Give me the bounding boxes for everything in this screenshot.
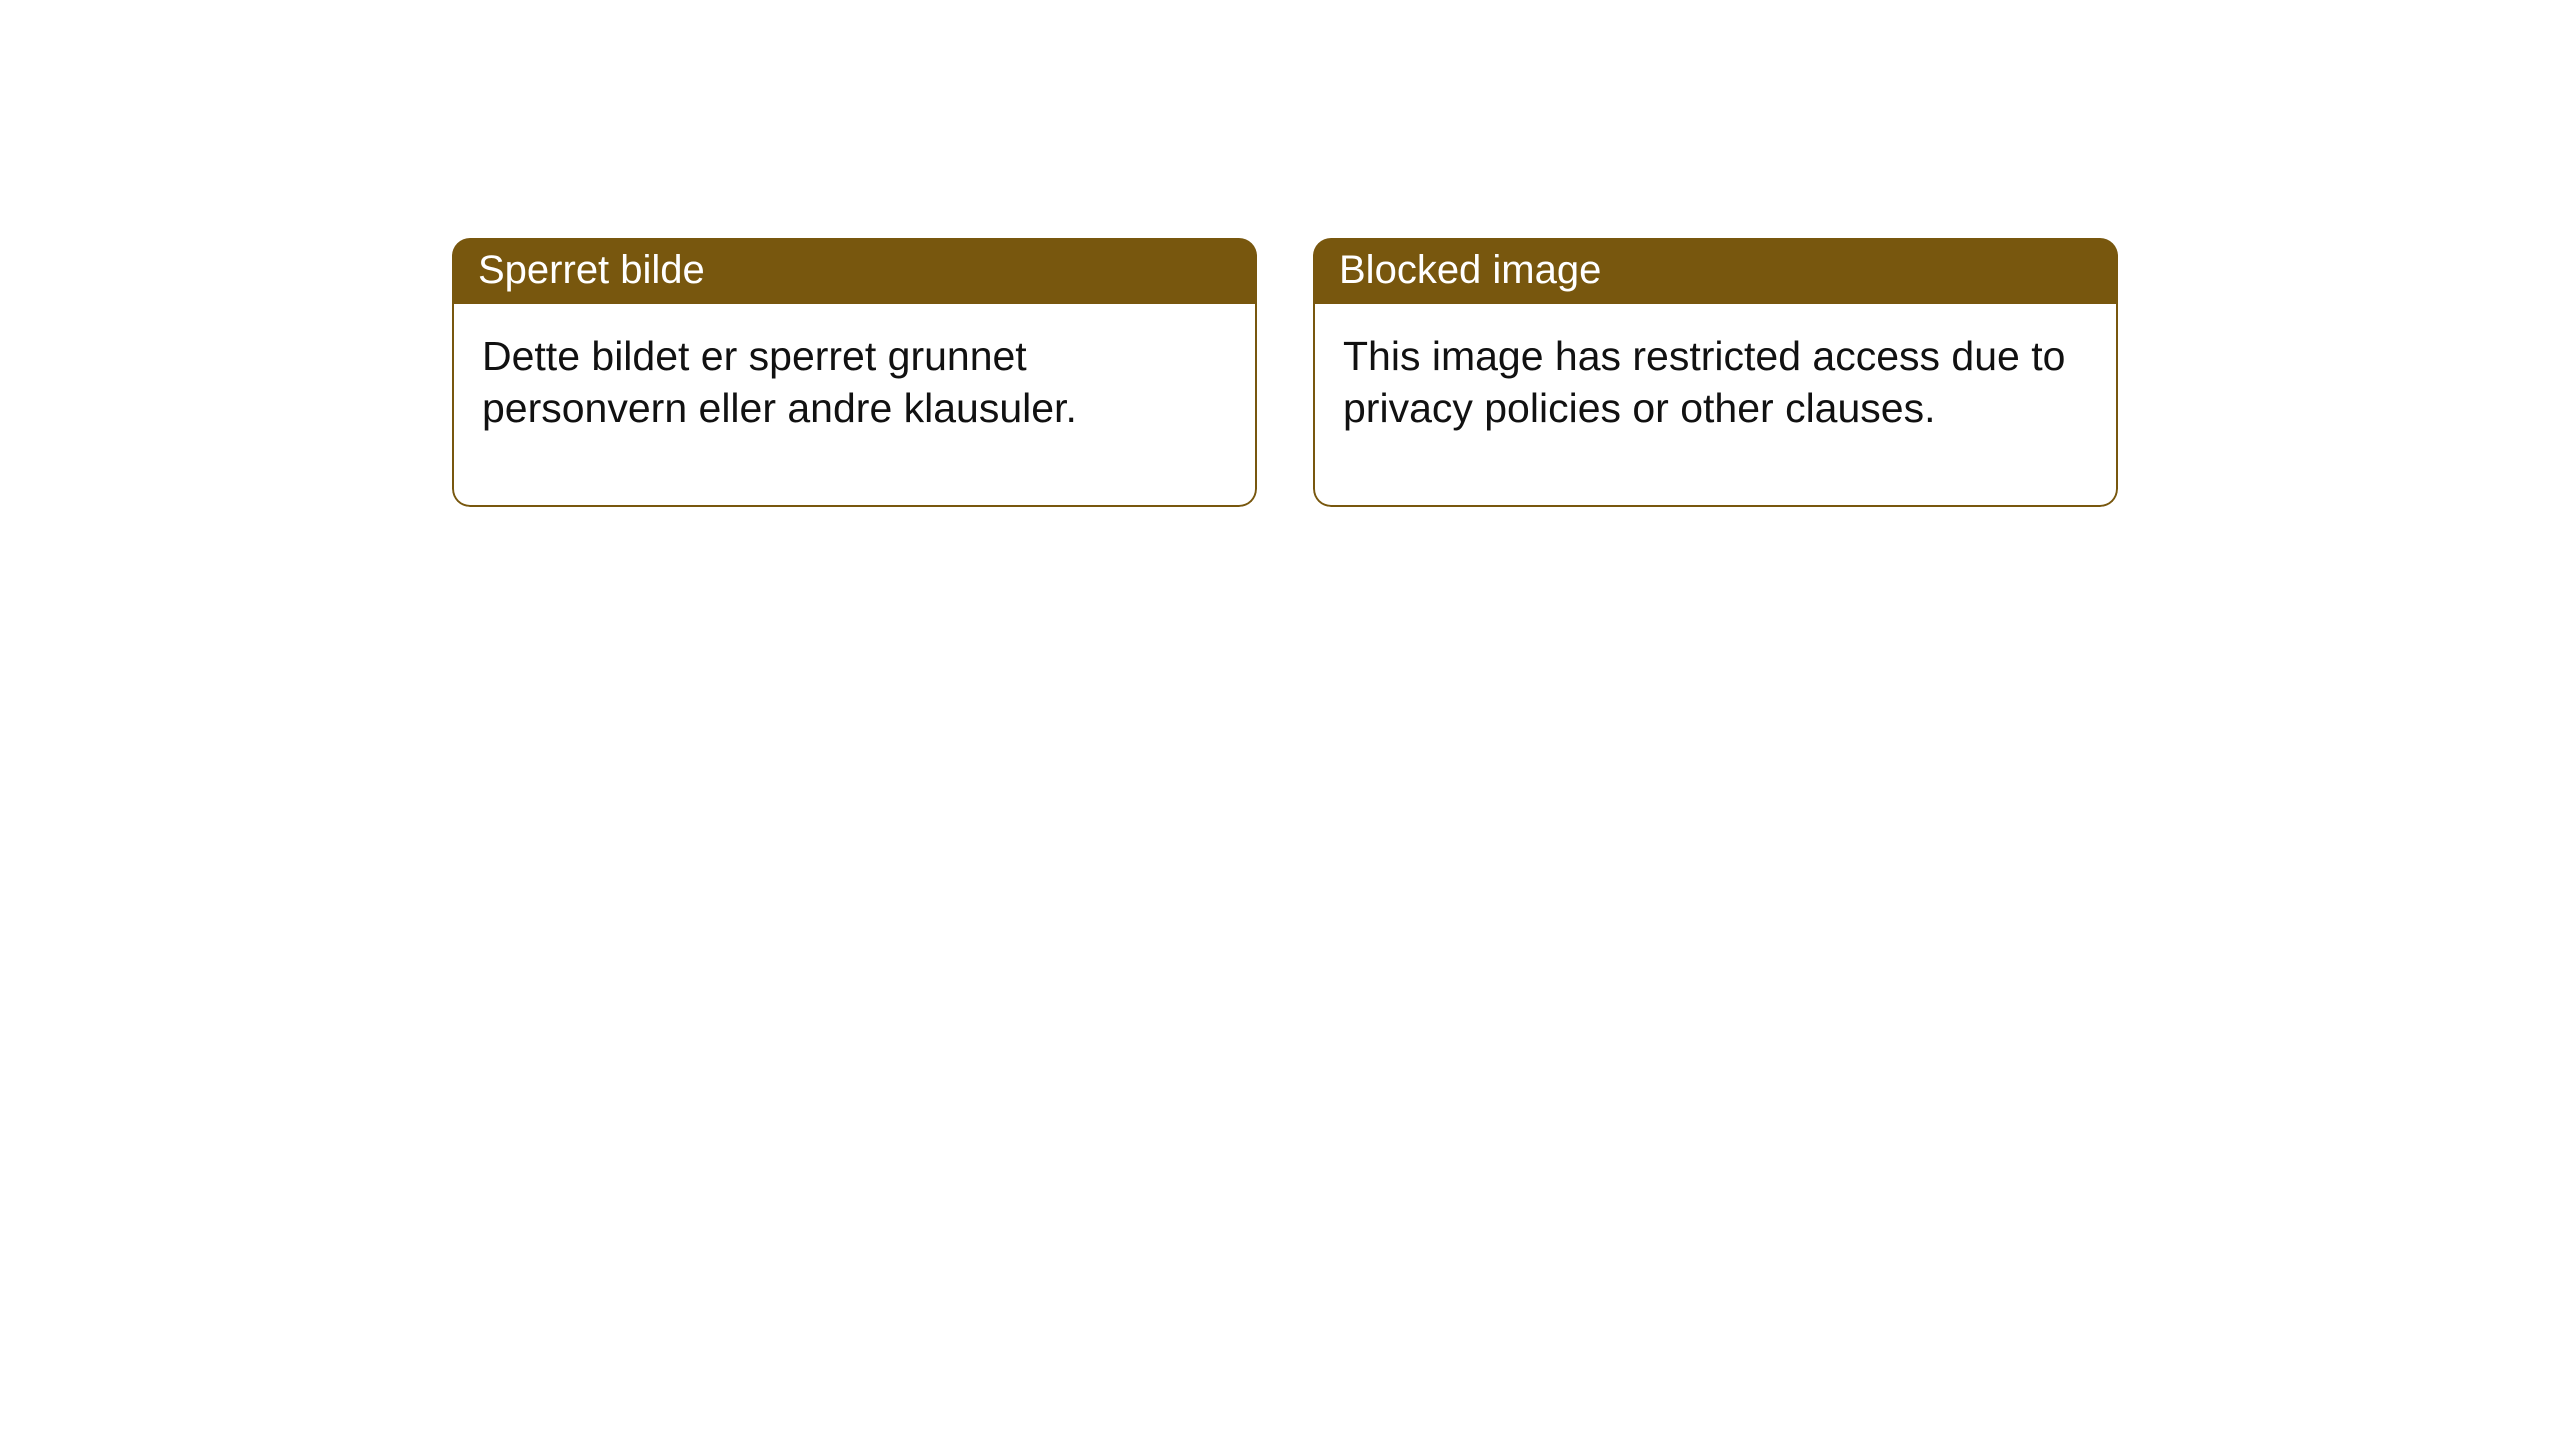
blocked-image-card-no: Sperret bilde Dette bildet er sperret gr…	[452, 238, 1257, 507]
card-header: Blocked image	[1313, 238, 2118, 304]
card-body: This image has restricted access due to …	[1313, 304, 2118, 507]
blocked-image-card-en: Blocked image This image has restricted …	[1313, 238, 2118, 507]
card-header: Sperret bilde	[452, 238, 1257, 304]
notice-cards-row: Sperret bilde Dette bildet er sperret gr…	[0, 0, 2560, 507]
card-body: Dette bildet er sperret grunnet personve…	[452, 304, 1257, 507]
